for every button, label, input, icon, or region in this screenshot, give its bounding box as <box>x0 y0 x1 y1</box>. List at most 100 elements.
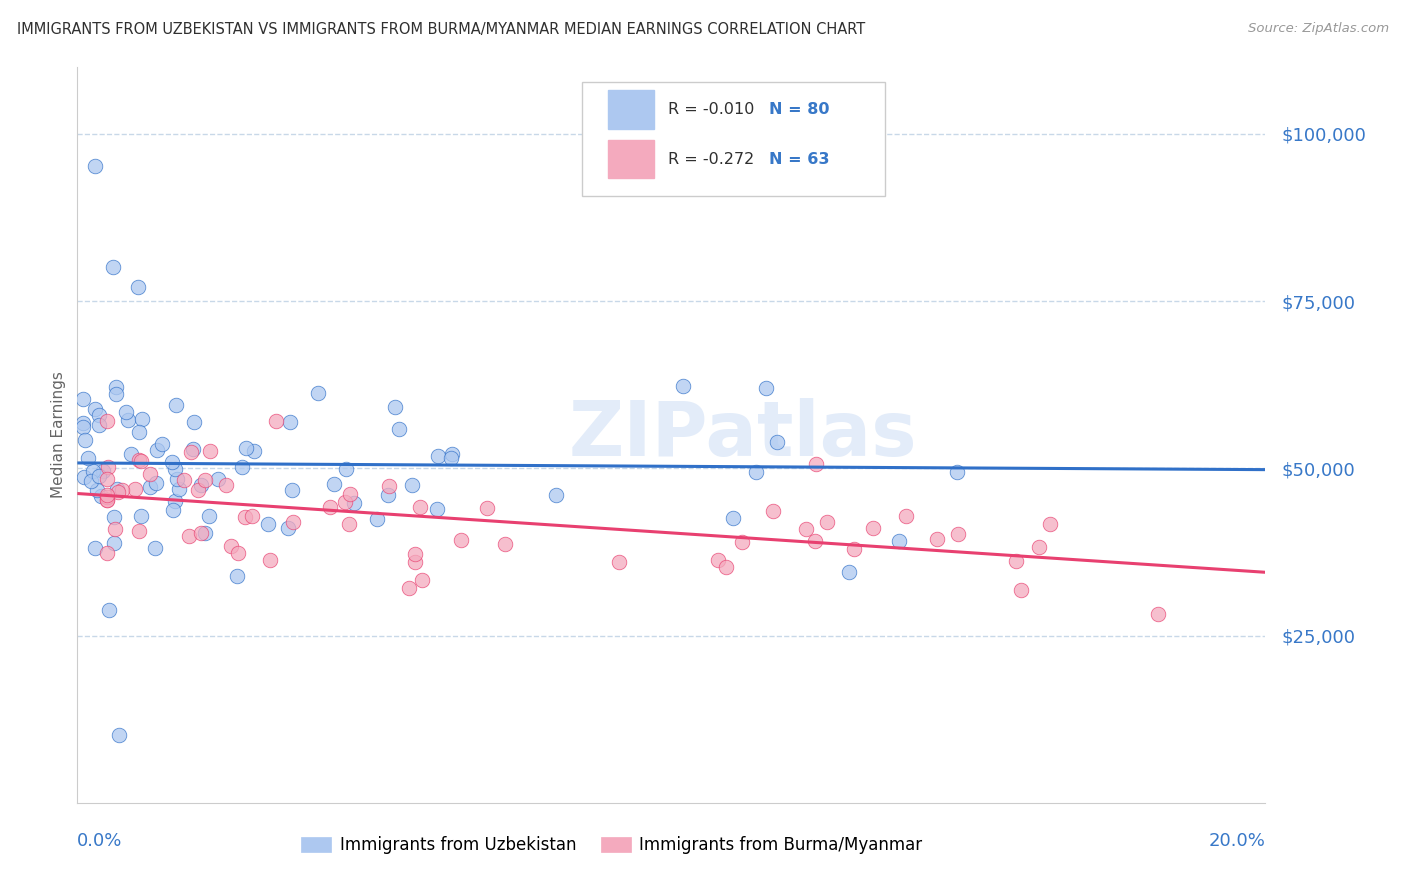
Point <box>343 496 366 510</box>
Point <box>440 450 463 465</box>
Point <box>215 478 238 492</box>
Point <box>105 482 128 496</box>
Point <box>323 477 346 491</box>
Point <box>607 555 630 569</box>
Point <box>87 409 110 423</box>
Point <box>107 485 129 500</box>
Point <box>87 417 110 432</box>
Text: R = -0.010: R = -0.010 <box>668 102 754 117</box>
Point <box>721 510 744 524</box>
Point <box>477 500 499 515</box>
Point <box>84 159 107 173</box>
Point <box>219 539 242 553</box>
Point <box>337 516 360 531</box>
Point <box>335 495 357 509</box>
Point <box>73 434 96 448</box>
Point <box>96 546 118 560</box>
Point <box>128 452 150 467</box>
Point <box>150 436 173 450</box>
Point <box>198 509 221 524</box>
Legend: Immigrants from Uzbekistan, Immigrants from Burma/Myanmar: Immigrants from Uzbekistan, Immigrants f… <box>295 830 929 861</box>
Point <box>80 474 103 488</box>
Point <box>190 477 212 491</box>
Text: 0.0%: 0.0% <box>77 832 122 850</box>
Point <box>117 412 139 426</box>
Point <box>426 502 449 516</box>
Point <box>72 420 94 434</box>
Point <box>98 602 121 616</box>
Point <box>73 470 96 484</box>
Point <box>366 512 388 526</box>
Point <box>146 442 169 457</box>
Point <box>494 537 516 551</box>
Y-axis label: Median Earnings: Median Earnings <box>51 371 66 499</box>
Point <box>803 534 825 549</box>
Point <box>129 508 152 523</box>
Point <box>761 504 783 518</box>
Point <box>259 553 281 567</box>
Point <box>129 454 152 468</box>
Point <box>277 521 299 535</box>
Point <box>143 541 166 555</box>
Point <box>307 386 329 401</box>
Text: 20.0%: 20.0% <box>1209 832 1265 850</box>
Point <box>339 487 361 501</box>
Point <box>194 525 217 540</box>
Point <box>128 524 150 538</box>
Point <box>235 441 257 455</box>
Point <box>240 509 263 524</box>
Point <box>264 414 287 428</box>
Point <box>128 425 150 439</box>
Bar <box>609 90 654 128</box>
Point <box>84 541 107 555</box>
Point <box>145 476 167 491</box>
Point <box>96 490 118 504</box>
Point <box>1039 517 1062 532</box>
Point <box>187 483 209 497</box>
Point <box>862 521 884 535</box>
Point <box>166 472 188 486</box>
Point <box>77 450 100 465</box>
Point <box>226 546 249 560</box>
Point <box>183 442 205 457</box>
Point <box>927 532 949 546</box>
Point <box>103 509 125 524</box>
Point <box>243 444 266 458</box>
Point <box>120 447 142 461</box>
Point <box>319 500 342 515</box>
Point <box>82 464 104 478</box>
Point <box>815 515 838 529</box>
Point <box>335 461 357 475</box>
Point <box>945 465 967 479</box>
FancyBboxPatch shape <box>582 81 886 195</box>
Point <box>86 483 108 498</box>
Point <box>404 547 426 561</box>
Point <box>796 523 818 537</box>
Point <box>894 508 917 523</box>
Point <box>131 412 153 426</box>
Point <box>207 472 229 486</box>
Point <box>278 415 301 429</box>
Point <box>755 381 778 395</box>
Point <box>72 416 94 430</box>
Point <box>838 566 860 580</box>
Point <box>281 516 304 530</box>
Point <box>409 500 432 514</box>
Bar <box>609 140 654 178</box>
Point <box>72 392 94 406</box>
Point <box>198 444 221 458</box>
Point <box>398 581 420 595</box>
Point <box>124 482 146 496</box>
Point <box>194 474 217 488</box>
Point <box>89 469 111 483</box>
Text: ZIPatlas: ZIPatlas <box>568 398 917 472</box>
Point <box>90 489 112 503</box>
Point <box>84 401 107 416</box>
Text: N = 80: N = 80 <box>769 102 830 117</box>
Point <box>804 457 827 471</box>
Text: Source: ZipAtlas.com: Source: ZipAtlas.com <box>1249 22 1389 36</box>
Point <box>101 260 124 274</box>
Point <box>231 460 253 475</box>
Point <box>162 503 184 517</box>
Point <box>96 473 118 487</box>
